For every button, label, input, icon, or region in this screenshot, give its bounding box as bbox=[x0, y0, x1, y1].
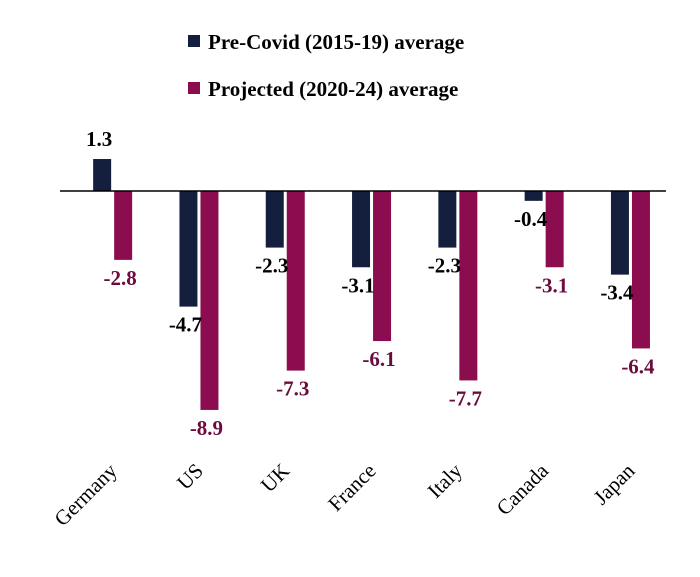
x-tick-label-uk: UK bbox=[256, 459, 294, 497]
data-label-japan-projected: -6.4 bbox=[621, 354, 655, 378]
bar-canada-projected bbox=[545, 191, 564, 268]
x-tick-label-canada: Canada bbox=[492, 458, 554, 520]
data-label-germany-pre-covid: 1.3 bbox=[86, 127, 112, 151]
legend-swatch-pre-covid bbox=[188, 35, 200, 47]
category-tick-labels: Germany US UK France Italy Canada Japan bbox=[49, 458, 639, 531]
data-label-italy-projected: -7.7 bbox=[449, 386, 482, 410]
x-tick-label-japan: Japan bbox=[589, 458, 640, 509]
bar-france-pre-covid bbox=[352, 191, 371, 268]
data-label-italy-pre-covid: -2.3 bbox=[428, 254, 461, 278]
bar-uk-projected bbox=[286, 191, 305, 371]
data-label-us-pre-covid: -4.7 bbox=[169, 313, 202, 337]
legend-label-pre-covid: Pre-Covid (2015-19) average bbox=[208, 30, 464, 54]
bar-germany-pre-covid bbox=[93, 159, 112, 191]
data-label-france-pre-covid: -3.1 bbox=[341, 273, 374, 297]
bars-layer bbox=[93, 159, 650, 410]
x-tick-label-italy: Italy bbox=[423, 458, 468, 503]
bar-germany-projected bbox=[114, 191, 133, 260]
data-label-germany-projected: -2.8 bbox=[104, 266, 137, 290]
bar-japan-projected bbox=[631, 191, 650, 349]
data-label-uk-pre-covid: -2.3 bbox=[255, 254, 288, 278]
bar-italy-pre-covid bbox=[438, 191, 457, 248]
bar-us-pre-covid bbox=[179, 191, 198, 307]
bar-canada-pre-covid bbox=[524, 191, 543, 201]
x-tick-label-us: US bbox=[172, 459, 208, 495]
bar-japan-pre-covid bbox=[610, 191, 629, 275]
data-label-japan-pre-covid: -3.4 bbox=[600, 281, 634, 305]
bar-us-projected bbox=[200, 191, 219, 410]
data-label-uk-projected: -7.3 bbox=[276, 377, 309, 401]
bar-france-projected bbox=[373, 191, 392, 342]
bar-italy-projected bbox=[459, 191, 478, 381]
data-label-canada-projected: -3.1 bbox=[535, 273, 568, 297]
x-tick-label-germany: Germany bbox=[49, 458, 122, 531]
legend-label-projected: Projected (2020-24) average bbox=[208, 77, 458, 101]
bar-uk-pre-covid bbox=[265, 191, 284, 248]
data-label-france-projected: -6.1 bbox=[362, 347, 395, 371]
data-label-canada-pre-covid: -0.4 bbox=[514, 207, 548, 231]
data-labels-layer: 1.3 -2.8 -4.7 -8.9 -2.3 -7.3 -3.1 -6.1 -2.3 -7.7 -… bbox=[86, 127, 655, 440]
legend: Pre-Covid (2015-19) average Projected (2… bbox=[188, 30, 464, 101]
data-label-us-projected: -8.9 bbox=[190, 416, 223, 440]
legend-swatch-projected bbox=[188, 82, 200, 94]
x-tick-label-france: France bbox=[323, 459, 380, 516]
